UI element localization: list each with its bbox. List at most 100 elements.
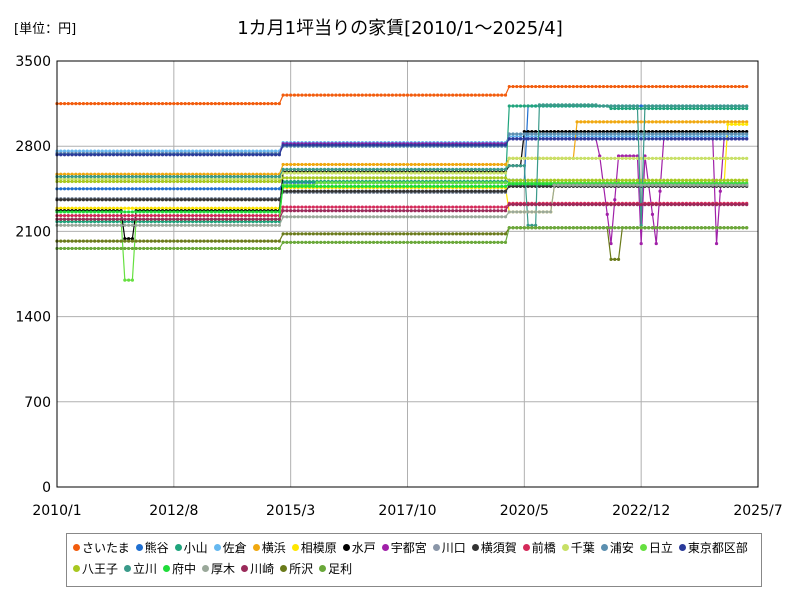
data-point <box>598 178 602 182</box>
data-point <box>707 132 711 136</box>
data-point <box>300 176 304 180</box>
data-point <box>179 217 183 221</box>
data-point <box>462 189 466 193</box>
data-point <box>168 177 172 181</box>
data-point <box>601 120 606 124</box>
data-point <box>586 132 591 136</box>
data-point <box>304 167 308 171</box>
data-point <box>66 217 70 221</box>
data-point <box>258 177 263 181</box>
data-point <box>138 206 142 210</box>
data-point <box>575 134 579 139</box>
data-point <box>424 171 428 175</box>
data-point <box>669 104 673 108</box>
data-point <box>198 213 202 218</box>
data-point <box>605 212 609 216</box>
data-point <box>209 149 214 153</box>
data-point <box>364 143 368 147</box>
data-point <box>654 203 658 207</box>
data-point <box>349 171 353 175</box>
data-point <box>413 162 417 167</box>
data-point <box>699 134 704 139</box>
data-point <box>632 203 636 207</box>
data-point <box>375 184 379 188</box>
data-point <box>601 137 606 141</box>
data-point <box>669 120 673 124</box>
data-point <box>530 182 534 186</box>
data-point <box>296 215 300 219</box>
data-point <box>733 132 737 136</box>
data-point <box>209 246 214 251</box>
data-point <box>130 149 134 153</box>
data-point <box>711 134 715 139</box>
data-point <box>454 184 459 188</box>
data-point <box>699 156 704 160</box>
data-point <box>330 176 334 180</box>
data-point <box>225 179 229 184</box>
data-point <box>119 177 123 181</box>
data-point <box>138 198 142 202</box>
data-point <box>469 240 474 244</box>
data-point <box>232 213 236 218</box>
data-point <box>413 209 417 213</box>
data-point <box>243 220 248 224</box>
data-point <box>134 210 138 214</box>
data-point <box>714 183 719 187</box>
data-point <box>402 232 406 236</box>
data-point <box>537 182 542 186</box>
data-point <box>315 143 319 147</box>
data-point <box>115 177 119 181</box>
data-point <box>511 104 515 108</box>
data-point <box>526 156 530 160</box>
data-point <box>93 102 97 106</box>
data-point <box>96 172 101 176</box>
data-point <box>443 209 447 213</box>
data-point <box>601 156 606 160</box>
data-point <box>398 181 402 185</box>
data-point <box>356 143 361 147</box>
data-point <box>228 102 232 106</box>
data-point <box>70 179 74 184</box>
data-point <box>96 210 101 214</box>
data-point <box>541 134 545 139</box>
data-point <box>564 203 568 207</box>
data-point <box>598 104 602 108</box>
data-point <box>209 175 214 179</box>
data-point <box>345 240 349 244</box>
data-point <box>635 154 640 158</box>
data-point <box>138 102 142 106</box>
data-point <box>454 162 459 167</box>
data-point <box>662 203 666 207</box>
data-point <box>149 210 153 214</box>
data-point <box>650 203 655 207</box>
data-point <box>730 183 734 187</box>
data-point <box>549 103 553 107</box>
data-point <box>432 184 436 188</box>
data-point <box>236 217 240 221</box>
data-point <box>164 175 168 179</box>
data-point <box>228 172 232 176</box>
data-point <box>537 156 542 160</box>
data-point <box>745 183 749 187</box>
data-point <box>616 120 621 124</box>
data-point <box>285 232 289 236</box>
data-point <box>436 143 440 147</box>
data-point <box>488 240 493 244</box>
data-point <box>681 137 685 141</box>
data-point <box>405 189 410 193</box>
data-point <box>66 220 70 224</box>
data-point <box>115 179 119 184</box>
data-point <box>345 189 349 193</box>
data-point <box>601 183 606 187</box>
legend-label: 川口 <box>441 541 466 555</box>
data-point <box>409 215 413 219</box>
data-point <box>356 184 361 188</box>
data-point <box>168 217 172 221</box>
data-point <box>134 223 138 227</box>
data-point <box>364 232 368 236</box>
data-point <box>74 102 78 106</box>
data-point <box>66 149 70 153</box>
data-point <box>420 171 425 175</box>
data-point <box>243 206 248 210</box>
data-point <box>232 175 236 179</box>
